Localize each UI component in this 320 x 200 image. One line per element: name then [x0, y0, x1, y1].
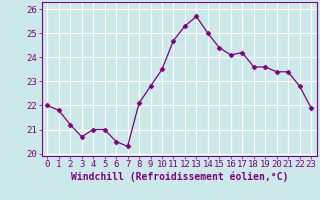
X-axis label: Windchill (Refroidissement éolien,°C): Windchill (Refroidissement éolien,°C): [70, 172, 288, 182]
